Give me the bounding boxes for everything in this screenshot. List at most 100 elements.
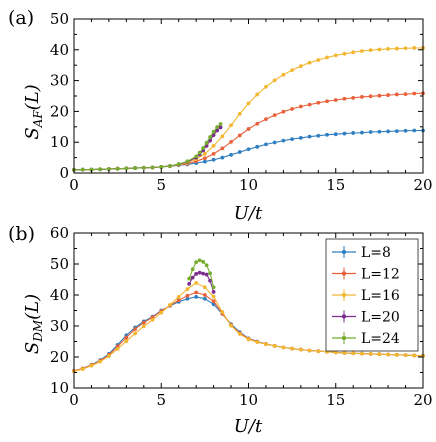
data-point-l20 [215, 128, 219, 133]
data-point-l20 [201, 271, 206, 276]
x-tick-label: 15 [326, 391, 345, 409]
data-point-l24 [215, 125, 219, 130]
data-point-l12 [368, 94, 373, 99]
data-point-l12 [194, 290, 199, 295]
data-point-l16 [202, 285, 207, 290]
data-point-l16 [255, 340, 260, 345]
data-point-l16 [281, 345, 286, 350]
data-point-l24 [150, 165, 155, 170]
data-point-l16 [333, 350, 338, 355]
data-point-l16 [185, 287, 190, 292]
y-tick-label: 10 [50, 133, 69, 151]
data-point-l24 [211, 285, 216, 290]
legend-label-l24: L=24 [361, 331, 400, 347]
y-tick-label: 10 [50, 379, 69, 397]
data-point-l12 [229, 139, 233, 144]
data-point-l16 [307, 60, 312, 65]
data-point-l12 [342, 96, 347, 101]
x-tick-label: 20 [413, 391, 432, 409]
series-l20 [187, 270, 216, 294]
data-point-l16 [325, 55, 329, 60]
data-point-l8 [316, 133, 321, 138]
data-point-l16 [412, 353, 417, 358]
data-point-l16 [237, 111, 242, 116]
series-line-l24 [73, 123, 221, 171]
data-point-l12 [133, 327, 137, 331]
data-point-l24 [208, 271, 213, 276]
legend-marker-l8 [341, 249, 347, 255]
panel-a-plot-area: 0 5 10 15 20 0 10 20 30 40 50 [50, 10, 433, 194]
data-point-l16 [351, 50, 356, 55]
data-point-l20 [211, 133, 216, 138]
data-point-l24 [204, 140, 209, 145]
data-point-l12 [202, 156, 207, 161]
data-point-l20 [204, 272, 209, 277]
y-tick-label: 60 [50, 224, 69, 242]
data-point-l16 [202, 152, 207, 156]
data-point-l8 [333, 132, 338, 137]
data-point-l16 [80, 367, 85, 371]
data-point-l16 [386, 352, 390, 357]
data-point-l24 [141, 165, 146, 170]
data-point-l24 [201, 259, 206, 264]
series-l24 [187, 258, 216, 290]
data-point-l8 [246, 147, 251, 152]
legend-label-l20: L=20 [361, 310, 400, 326]
data-point-l16 [246, 337, 251, 342]
data-point-l24 [211, 129, 216, 134]
data-point-l8 [368, 130, 373, 134]
y-tick-label: 30 [50, 317, 69, 335]
data-point-l16 [342, 351, 347, 355]
data-point-l24 [107, 167, 111, 171]
data-point-l16 [333, 53, 338, 58]
data-point-l16 [272, 78, 277, 83]
data-point-l24 [168, 164, 172, 168]
data-point-l12 [281, 109, 286, 114]
data-point-l24 [115, 166, 120, 171]
data-point-l8 [403, 128, 408, 133]
series-line-l16 [73, 47, 423, 171]
data-point-l12 [220, 146, 225, 151]
data-point-l8 [412, 128, 417, 133]
data-point-l16 [107, 354, 111, 358]
legend-label-l12: L=12 [361, 267, 400, 283]
data-point-l24 [197, 258, 202, 263]
series-l8 [72, 128, 425, 172]
data-point-l24 [89, 167, 94, 172]
data-point-l12 [290, 107, 295, 111]
legend-marker-l24 [341, 335, 347, 341]
series-l20 [72, 125, 223, 172]
panel-b-label: (b) [8, 223, 35, 245]
data-point-l24 [190, 267, 195, 272]
y-tick-label: 0 [59, 164, 69, 182]
data-point-l24 [204, 263, 209, 268]
panel-a-label: (a) [8, 7, 34, 29]
data-point-l12 [185, 293, 190, 298]
data-point-l16 [403, 46, 408, 51]
data-point-l16 [412, 46, 417, 50]
data-point-l8 [272, 140, 277, 145]
data-point-l24 [194, 154, 199, 159]
data-point-l16 [272, 343, 277, 348]
data-point-l16 [150, 317, 155, 322]
legend-label-l16: L=16 [361, 288, 400, 304]
data-point-l12 [264, 117, 268, 121]
data-point-l16 [351, 351, 356, 356]
data-point-l12 [141, 320, 146, 325]
data-point-l16 [316, 349, 321, 354]
data-point-l24 [197, 150, 202, 155]
data-point-l24 [185, 159, 190, 164]
y-tick-label: 50 [50, 255, 69, 273]
data-point-l24 [201, 146, 206, 150]
data-point-l24 [187, 276, 192, 281]
data-point-l12 [360, 95, 364, 99]
data-point-l16 [124, 339, 129, 344]
y-tick-label: 20 [50, 348, 69, 366]
data-point-l12 [272, 113, 277, 117]
data-point-l24 [218, 122, 223, 126]
data-point-l8 [351, 131, 356, 135]
data-point-l8 [325, 132, 329, 137]
data-point-l20 [208, 138, 213, 143]
data-point-l12 [316, 100, 321, 105]
data-point-l16 [377, 352, 382, 357]
